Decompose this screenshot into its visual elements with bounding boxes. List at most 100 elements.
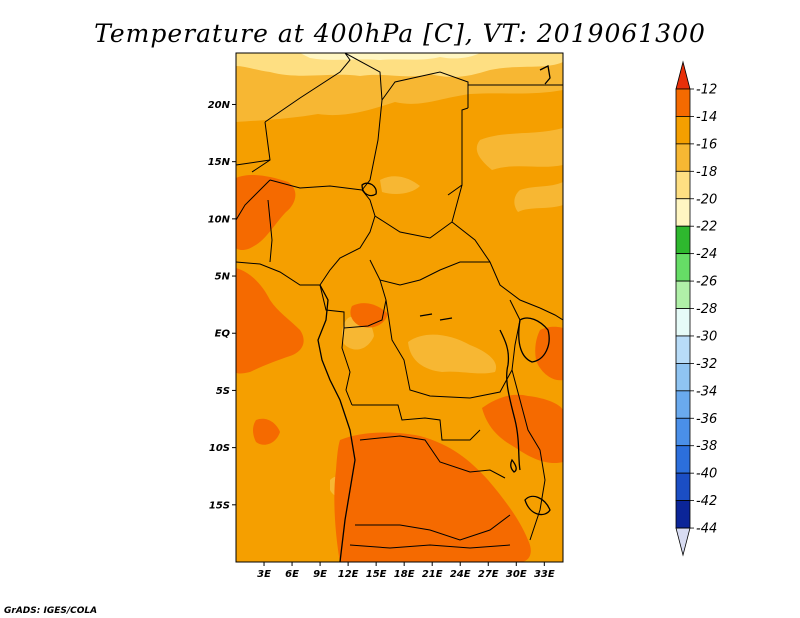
colorbar-swatch [675, 390, 691, 419]
border-east [509, 299, 546, 541]
field-cool-center [380, 176, 420, 194]
lat-tick-label: 15N [208, 157, 231, 168]
colorbar-label: -14 [696, 110, 717, 125]
lat-tick-label: 10S [209, 443, 230, 454]
colorbar-label: -24 [696, 247, 717, 262]
map-frame [235, 52, 564, 563]
lon-tick-label: 33E [534, 569, 555, 580]
temperature-field [236, 53, 563, 562]
field-warm-far-east [535, 326, 563, 381]
lat-tick-label: 15S [209, 500, 230, 511]
lon-tick-label: 12E [338, 569, 359, 580]
colorbar-label: -32 [696, 357, 717, 372]
colorbar-swatch [675, 280, 691, 309]
colorbar-swatch [675, 198, 691, 227]
lon-tick-label: 9E [313, 569, 327, 580]
border-nigeria-cameroon [319, 189, 376, 286]
field-warm-west-africa [236, 175, 296, 250]
grads-credit: GrADS: IGES/COLA [4, 606, 97, 616]
field-warm-sw-coast [253, 418, 280, 445]
colorbar-swatch [675, 170, 691, 200]
colorbar-arrow-top [675, 60, 691, 90]
map-panel: 3E 6E 9E 12E 15E 18E 21E 24E 27E 30E 33E 20N 15N 10N… [208, 52, 564, 580]
field-warm-east-lakes [482, 394, 563, 464]
colorbar-label: -22 [696, 220, 717, 235]
lon-tick-label: 30E [506, 569, 527, 580]
lon-tick-label: 18E [394, 569, 415, 580]
border-chad-car [374, 184, 463, 239]
colorbar-label: -26 [696, 275, 717, 290]
colorbar-swatch [675, 500, 691, 529]
lake-mweru [510, 458, 517, 473]
border-sudan-ssudan [451, 221, 541, 309]
colorbar-label: -30 [696, 329, 717, 344]
border-west [236, 159, 271, 166]
colorbar-label: -16 [696, 137, 717, 152]
lat-tick-label: 5S [216, 386, 230, 397]
border-cameroon-congo [319, 279, 387, 329]
longitude-axis: 3E 6E 9E 12E 15E 18E 21E 24E 27E 30E 33E [257, 562, 555, 580]
border-botswana [349, 544, 511, 549]
colorbar-swatch [675, 225, 691, 255]
colorbar-swatch [675, 116, 691, 145]
colorbar-arrow-bottom [675, 527, 691, 557]
colorbar-swatch [675, 88, 691, 117]
colorbar-label: -20 [696, 192, 717, 207]
field-warm-southern [334, 432, 531, 562]
colorbar-swatch [675, 472, 691, 502]
coastlines [317, 65, 551, 562]
border-niger-chad [361, 99, 383, 191]
border-niger-libya [344, 53, 469, 108]
colorbar-swatch [675, 417, 691, 447]
lake-chad [361, 182, 377, 197]
colorbar-label: -18 [696, 165, 717, 180]
field-palest-north [300, 53, 480, 60]
coast-red-sea [539, 65, 551, 85]
field-cool-congo [408, 334, 497, 374]
coast-atlantic [317, 284, 356, 562]
lon-tick-label: 24E [450, 569, 471, 580]
river-congo [419, 313, 453, 321]
colorbar-label: -28 [696, 302, 717, 317]
colorbar-label: -34 [696, 384, 717, 399]
border-angola-drc [352, 404, 481, 441]
lat-tick-label: 20N [208, 100, 231, 111]
colorbar-swatch [675, 362, 691, 392]
border-namibia-zambia [355, 514, 511, 541]
lon-tick-label: 15E [366, 569, 387, 580]
lat-tick-label: 10N [208, 214, 231, 225]
colorbar: -12 -14 -16 -18 -20 -22 -24 -26 -28 -30 -32 -34 -36 -… [675, 60, 717, 557]
colorbar-label: -44 [696, 522, 717, 537]
lon-tick-label: 6E [285, 569, 299, 580]
border-ghana [236, 179, 271, 221]
lake-victoria [518, 317, 550, 363]
border-drc-west [385, 299, 513, 399]
border-niger-nigeria [269, 179, 363, 191]
field-warm-gulf [236, 268, 304, 374]
colorbar-label: -12 [696, 83, 717, 98]
colorbar-label: -42 [696, 494, 717, 509]
colorbar-swatch [675, 253, 691, 282]
chart-title: Temperature at 400hPa [C], VT: 201906130… [94, 19, 706, 48]
latitude-axis: 20N 15N 10N 5N EQ 5S 10S 15S [208, 100, 236, 511]
lake-tanganyika [499, 329, 521, 471]
lon-tick-label: 21E [422, 569, 443, 580]
colorbar-swatch [675, 143, 691, 172]
colorbar-label: -40 [696, 467, 717, 482]
lake-kariba [524, 495, 551, 516]
field-cool-east [476, 128, 563, 170]
colorbar-swatch [675, 308, 691, 337]
field-cool-east2 [514, 182, 563, 212]
coast-gulf-guinea [236, 261, 320, 286]
lat-tick-label: 5N [215, 272, 231, 283]
colorbar-label: -36 [696, 412, 717, 427]
border-algeria-niger [264, 53, 351, 123]
colorbar-label: -38 [696, 439, 717, 454]
country-borders [236, 53, 563, 549]
border-angola-zambia [359, 435, 506, 479]
border-togo [267, 199, 273, 263]
lon-tick-label: 27E [478, 569, 499, 580]
lat-tick-label: EQ [215, 329, 231, 340]
